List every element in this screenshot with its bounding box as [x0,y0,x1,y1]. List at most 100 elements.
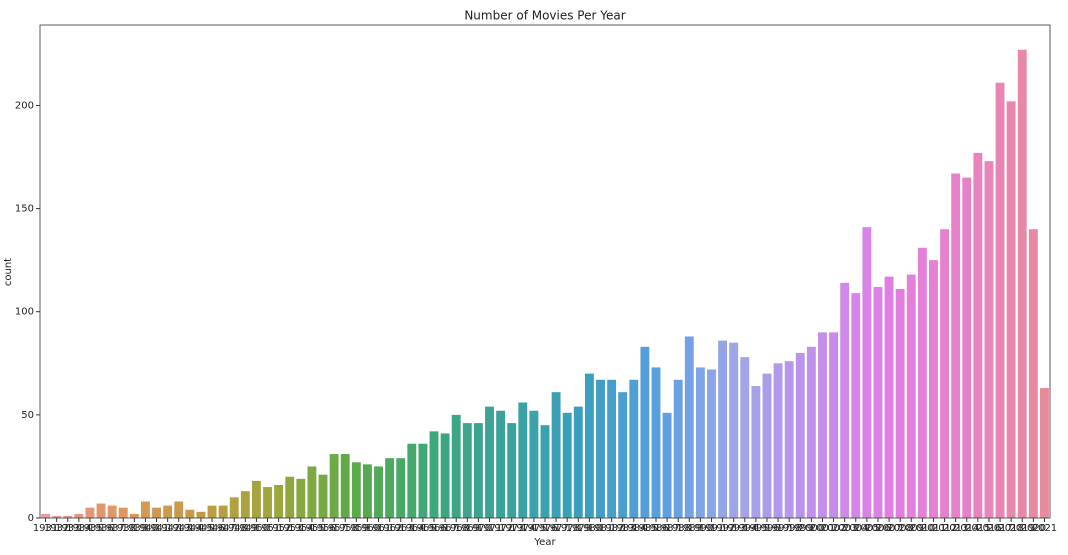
bar [396,458,406,518]
bar [651,367,661,518]
bar [895,289,905,518]
bar [773,363,783,518]
bar [917,247,927,518]
bar [629,379,639,518]
bar [152,507,161,518]
x-tick-label: 1974 [510,523,535,534]
x-tick-label: 2014 [954,523,979,534]
bar [684,336,694,518]
bar [52,515,62,518]
bar [718,340,728,518]
x-tick-label: 2021 [1032,523,1057,534]
bar [462,423,472,518]
x-tick-label: 1977 [543,523,568,534]
bar [707,369,716,518]
bar [795,352,805,518]
x-tick-label: 1954 [288,523,313,534]
bar [1040,388,1049,518]
x-tick-label: 1941 [144,523,169,534]
x-tick-label: 2016 [976,523,1001,534]
x-tick-label: 1987 [654,523,679,534]
x-tick-label: 1950 [244,523,269,534]
x-tick-label: 1956 [310,523,335,534]
y-tick-label: 100 [15,307,34,318]
x-tick-label: 1951 [255,523,280,534]
bar [229,497,239,518]
x-tick-label: 1999 [788,523,813,534]
bar [307,466,317,518]
bar [1028,229,1038,519]
bar [351,462,361,518]
bar [118,507,128,518]
y-axis-label: count [3,258,14,286]
x-tick-label: 1943 [166,523,191,534]
x-tick-label: 2012 [932,523,957,534]
x-tick-label: 2011 [921,523,946,534]
bar [251,480,261,518]
bar [729,342,739,518]
x-tick-label: 1982 [599,523,624,534]
x-tick-label: 1964 [399,523,424,534]
bar [818,332,827,518]
bar [74,513,84,518]
x-tick-label: 1936 [88,523,113,534]
x-tick-label: 1958 [332,523,357,534]
bar [784,361,794,518]
x-tick-label: 1986 [643,523,668,534]
x-tick-label: 2018 [998,523,1023,534]
x-tick-label: 2004 [843,523,868,534]
x-tick-label: 1946 [199,523,224,534]
y-tick-label: 50 [21,410,34,421]
bar [429,431,439,518]
x-tick-label: 2020 [1021,523,1046,534]
x-tick-label: 2002 [821,523,846,534]
x-tick-label: 2003 [832,523,857,534]
bar [485,406,494,518]
bar [929,260,938,518]
x-tick-label: 1990 [688,523,713,534]
x-tick-label: 1998 [776,523,801,534]
x-tick-label: 1931 [33,523,58,534]
x-tick-label: 1969 [455,523,480,534]
bar [751,385,761,518]
bar [374,466,383,518]
chart-title: Number of Movies Per Year [464,9,625,23]
x-tick-label: 1978 [554,523,579,534]
x-tick-label: 1980 [577,523,602,534]
x-tick-label: 1967 [432,523,457,534]
bar [129,513,139,518]
bar [829,332,839,518]
bar [63,515,73,518]
bar [340,454,350,518]
x-tick-label: 2007 [876,523,901,534]
x-tick-label: 1992 [710,523,735,534]
bar [884,276,894,518]
bar [640,346,650,518]
bar [1006,101,1016,518]
x-tick-label: 1959 [344,523,369,534]
bar [862,227,872,518]
bar [263,487,272,518]
bar [174,501,184,518]
bar [851,293,861,518]
x-tick-label: 1935 [77,523,102,534]
bar [207,505,217,518]
x-tick-label: 1939 [122,523,147,534]
bar [995,82,1005,518]
bar [573,406,583,518]
bar [806,346,816,518]
bar [362,464,372,518]
x-axis-label: Year [533,537,556,548]
x-tick-label: 1983 [610,523,635,534]
x-tick-label: 1996 [754,523,779,534]
bar [607,379,617,518]
x-tick-label: 1953 [277,523,302,534]
bar [984,161,994,518]
x-tick-label: 2006 [865,523,890,534]
bar [240,491,250,518]
bar [507,423,517,518]
bar [41,513,50,518]
x-tick-label: 1965 [410,523,435,534]
x-tick-label: 2019 [1010,523,1035,534]
x-tick-label: 2005 [854,523,879,534]
